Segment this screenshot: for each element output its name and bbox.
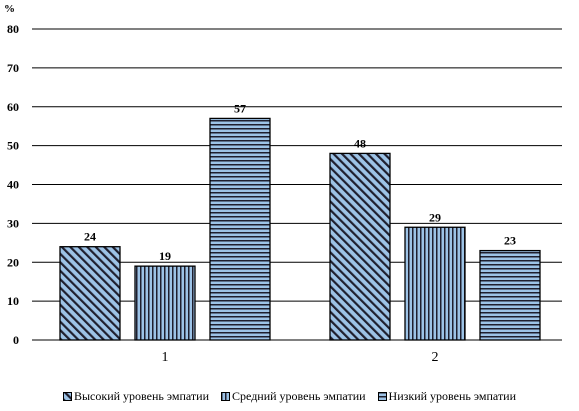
y-tick-label: 70 (7, 61, 19, 75)
legend-swatch-low (377, 392, 387, 401)
data-labels: 24 19 57 48 29 23 (84, 101, 516, 263)
y-axis-label: % (4, 3, 15, 15)
y-tick-label: 80 (7, 22, 19, 36)
legend-item-high: Высокий уровень эмпатии (62, 389, 210, 404)
data-label: 48 (354, 136, 366, 150)
y-axis-ticks: 0 10 20 30 40 50 60 70 80 (7, 22, 19, 347)
legend: Высокий уровень эмпатии Средний уровень … (0, 389, 579, 404)
legend-label-low: Низкий уровень эмпатии (388, 389, 517, 403)
data-label: 57 (234, 101, 246, 115)
data-label: 19 (159, 249, 171, 263)
data-label: 29 (429, 210, 441, 224)
bar-2-cat-1 (134, 265, 196, 341)
x-tick-label: 2 (432, 350, 439, 365)
y-tick-label: 60 (7, 100, 19, 114)
legend-label-medium: Средний уровень эмпатии (232, 389, 366, 403)
legend-label-high: Высокий уровень эмпатии (73, 389, 210, 403)
legend-item-medium: Средний уровень эмпатии (221, 389, 366, 404)
y-tick-label: 0 (13, 333, 19, 347)
data-label: 24 (84, 230, 96, 244)
y-tick-label: 30 (7, 216, 19, 230)
y-tick-label: 50 (7, 139, 19, 153)
bar-3-cat-1 (209, 117, 271, 341)
bar-3-cat-2 (479, 249, 541, 341)
y-tick-label: 10 (7, 294, 19, 308)
y-tick-label: 40 (7, 178, 19, 192)
data-label: 23 (504, 234, 516, 248)
bar-2-cat-2 (404, 226, 466, 341)
legend-swatch-medium (221, 392, 231, 401)
bar-1-cat-2 (329, 152, 391, 341)
legend-item-low: Низкий уровень эмпатии (377, 389, 517, 404)
bar-1-cat-1 (59, 246, 121, 341)
legend-swatch-high (62, 392, 72, 401)
bars (59, 117, 541, 341)
x-tick-label: 1 (162, 350, 169, 365)
y-tick-label: 20 (7, 255, 19, 269)
